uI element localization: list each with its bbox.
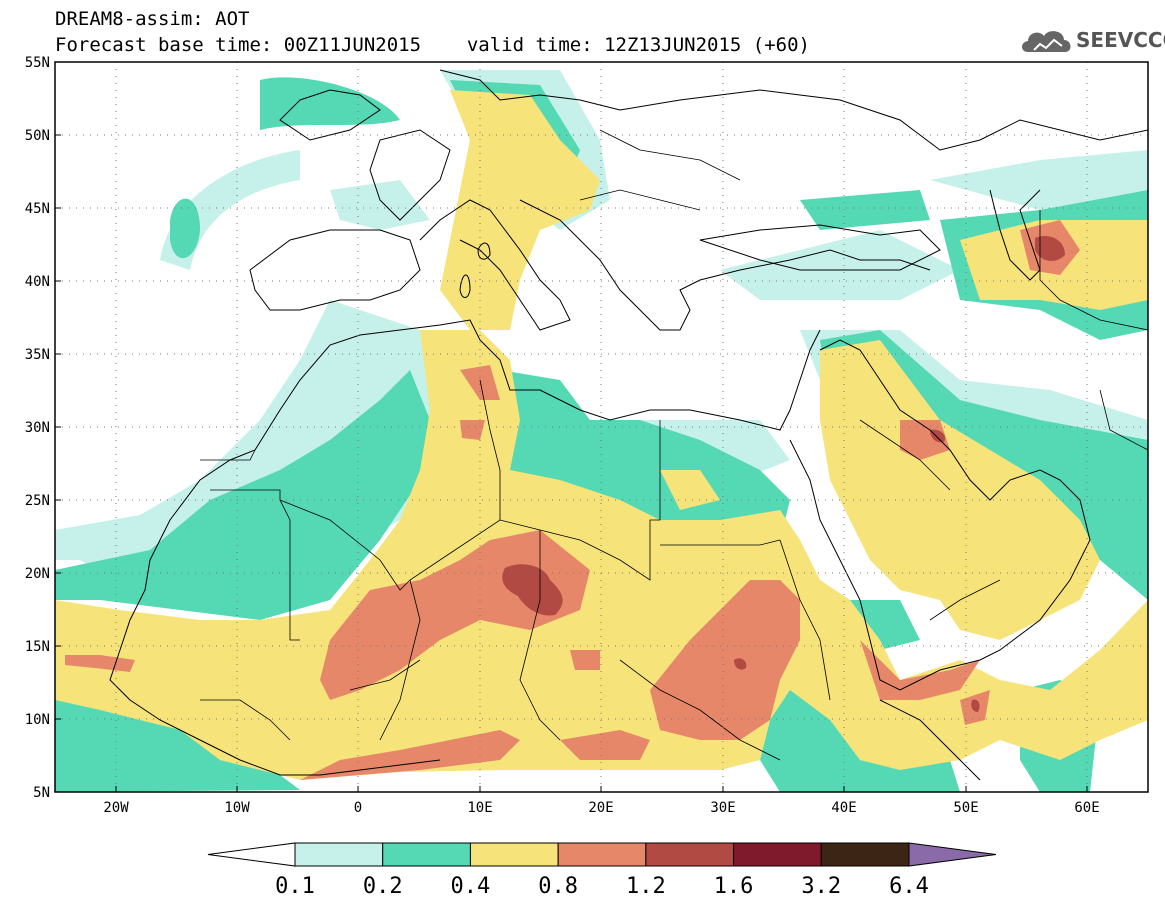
logo-text: SEEVCCC [1076, 28, 1165, 52]
colorbar-swatch [469, 842, 559, 867]
lat-label: 45N [25, 201, 50, 217]
valid-time-label: valid time: 12Z13JUN2015 (+60) [466, 34, 810, 56]
colorbar [207, 842, 997, 867]
colorbar-label: 0.8 [538, 874, 578, 899]
colorbar-swatch [820, 842, 910, 867]
aot-band-1.2 [502, 235, 1065, 712]
lat-labels: 55N 50N 45N 40N 35N 30N 25N 20N 15N 10N … [25, 55, 50, 801]
colorbar-swatch [733, 842, 822, 867]
lat-label: 20N [25, 566, 50, 582]
colorbar-label: 6.4 [889, 874, 929, 899]
colorbar-swatch [645, 842, 735, 867]
colorbar-label: 1.6 [714, 874, 754, 899]
colorbar-label: 0.1 [275, 874, 315, 899]
time-info: Forecast base time: 00Z11JUN2015 valid t… [55, 34, 810, 56]
colorbar-swatch [557, 842, 647, 867]
seevccc-logo: SEEVCCC [1018, 22, 1165, 58]
lat-label: 5N [33, 785, 50, 801]
base-time-label: Forecast base time: 00Z11JUN2015 [55, 34, 422, 56]
lat-label: 30N [25, 420, 50, 436]
country-borders [200, 129, 1148, 761]
lat-label: 15N [25, 639, 50, 655]
colorbar-label: 0.2 [363, 874, 403, 899]
cloud-icon [1022, 31, 1071, 52]
lon-label: 30E [710, 800, 735, 816]
coastlines [109, 69, 1148, 781]
lon-label: 50E [953, 800, 978, 816]
graticule [55, 62, 1148, 792]
lon-labels: 20W 10W 0 10E 20E 30E 40E 50E 60E [103, 800, 1099, 816]
colorbar-label: 3.2 [801, 874, 841, 899]
lat-label: 40N [25, 274, 50, 290]
axis-ticks [55, 61, 1088, 793]
colorbar-swatch [294, 842, 384, 867]
lon-label: 20E [588, 800, 613, 816]
lat-label: 10N [25, 712, 50, 728]
lon-label: 60E [1074, 800, 1099, 816]
lat-label: 55N [25, 55, 50, 71]
colorbar-over-arrow [908, 842, 997, 867]
colorbar-labels: 0.1 0.2 0.4 0.8 1.2 1.6 3.2 6.4 [275, 874, 929, 899]
lon-label: 10E [467, 800, 492, 816]
lat-label: 25N [25, 493, 50, 509]
colorbar-label: 0.4 [451, 874, 491, 899]
lon-label: 0 [354, 800, 362, 816]
colorbar-swatch [382, 842, 471, 867]
colorbar-under-arrow [207, 842, 296, 867]
lat-label: 35N [25, 347, 50, 363]
lon-label: 10W [224, 800, 250, 816]
lon-label: 20W [103, 800, 129, 816]
lon-label: 40E [831, 800, 856, 816]
lat-label: 50N [25, 128, 50, 144]
colorbar-label: 1.2 [626, 874, 666, 899]
map-title: DREAM8-assim: AOT [55, 8, 250, 30]
